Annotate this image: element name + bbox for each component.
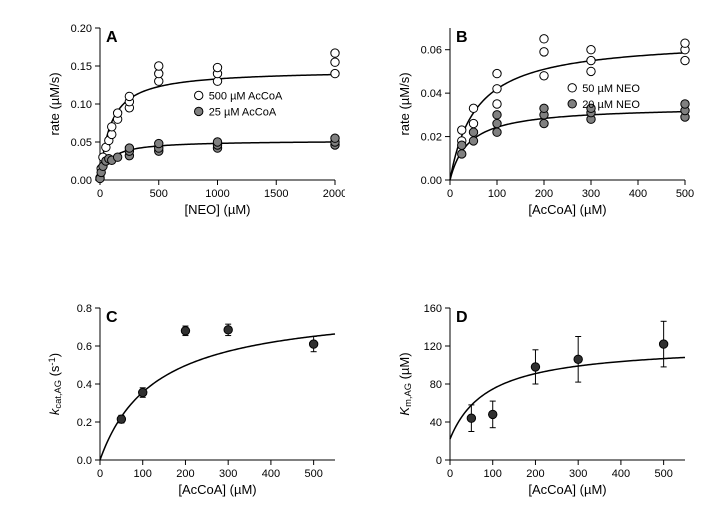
svg-text:400: 400 [629,188,647,200]
svg-text:[NEO] (µM): [NEO] (µM) [185,202,251,217]
svg-text:0.20: 0.20 [71,23,92,35]
svg-text:0.04: 0.04 [421,88,442,100]
svg-text:0.02: 0.02 [421,132,442,144]
svg-text:rate (µM/s): rate (µM/s) [47,72,62,135]
svg-text:300: 300 [219,468,237,480]
svg-text:[AcCoA] (µM): [AcCoA] (µM) [528,482,606,497]
svg-text:25 µM AcCoA: 25 µM AcCoA [209,106,277,118]
svg-text:20 µM NEO: 20 µM NEO [582,99,640,111]
svg-text:400: 400 [612,468,630,480]
svg-text:[AcCoA] (µM): [AcCoA] (µM) [178,482,256,497]
svg-text:50 µM NEO: 50 µM NEO [582,83,640,95]
svg-text:0.2: 0.2 [77,417,92,429]
svg-text:0: 0 [97,188,103,200]
svg-text:500: 500 [150,188,168,200]
svg-text:0: 0 [436,455,442,467]
svg-text:0.10: 0.10 [71,99,92,111]
svg-text:A: A [106,29,118,46]
svg-text:40: 40 [430,417,442,429]
svg-text:0.15: 0.15 [71,61,92,73]
svg-text:120: 120 [424,341,442,353]
svg-text:0.6: 0.6 [77,341,92,353]
svg-text:[AcCoA] (µM): [AcCoA] (µM) [528,202,606,217]
svg-text:200: 200 [535,188,553,200]
svg-text:200: 200 [526,468,544,480]
svg-text:200: 200 [176,468,194,480]
svg-text:100: 100 [488,188,506,200]
svg-text:1500: 1500 [264,188,288,200]
svg-text:1000: 1000 [205,188,229,200]
svg-text:500: 500 [304,468,322,480]
svg-text:500: 500 [654,468,672,480]
svg-text:400: 400 [262,468,280,480]
svg-text:80: 80 [430,379,442,391]
svg-text:B: B [456,29,468,46]
svg-text:0.05: 0.05 [71,137,92,149]
svg-text:100: 100 [134,468,152,480]
svg-text:0.00: 0.00 [71,175,92,187]
panel-D: 0 100 200 300 400 500 0 40 80 120 160 [AcCoA] (µM) K… [395,290,695,500]
svg-text:100: 100 [484,468,502,480]
svg-text:0.0: 0.0 [77,455,92,467]
panel-B: 0 100 200 300 400 500 0.00 0.02 0.04 0.06 [AcCoA] … [395,10,695,220]
svg-text:0.4: 0.4 [77,379,92,391]
svg-text:0: 0 [447,468,453,480]
svg-text:0.8: 0.8 [77,303,92,315]
svg-text:160: 160 [424,303,442,315]
svg-text:0.00: 0.00 [421,175,442,187]
svg-text:500: 500 [676,188,694,200]
panel-C: 0 100 200 300 400 500 0.0 0.2 0.4 0.6 0.8 [AcCoA] (… [45,290,345,500]
svg-text:C: C [106,309,118,326]
figure: 05001000150020000.000.050.100.150.20[NEO… [0,0,717,531]
svg-text:0: 0 [97,468,103,480]
svg-text:0: 0 [447,188,453,200]
svg-text:0.06: 0.06 [421,45,442,57]
svg-text:kcat,AG (s-1): kcat,AG (s-1) [47,353,63,415]
svg-text:500 µM AcCoA: 500 µM AcCoA [209,90,283,102]
panel-A: 0 500 1000 1500 2000 0.00 0.05 0.10 0.15 0.20 [NEO… [45,10,345,220]
svg-text:300: 300 [582,188,600,200]
svg-text:300: 300 [569,468,587,480]
svg-text:rate (µM/s): rate (µM/s) [397,72,412,135]
svg-text:Km,AG (µM): Km,AG (µM) [397,352,413,415]
svg-text:D: D [456,309,468,326]
svg-text:2000: 2000 [323,188,345,200]
